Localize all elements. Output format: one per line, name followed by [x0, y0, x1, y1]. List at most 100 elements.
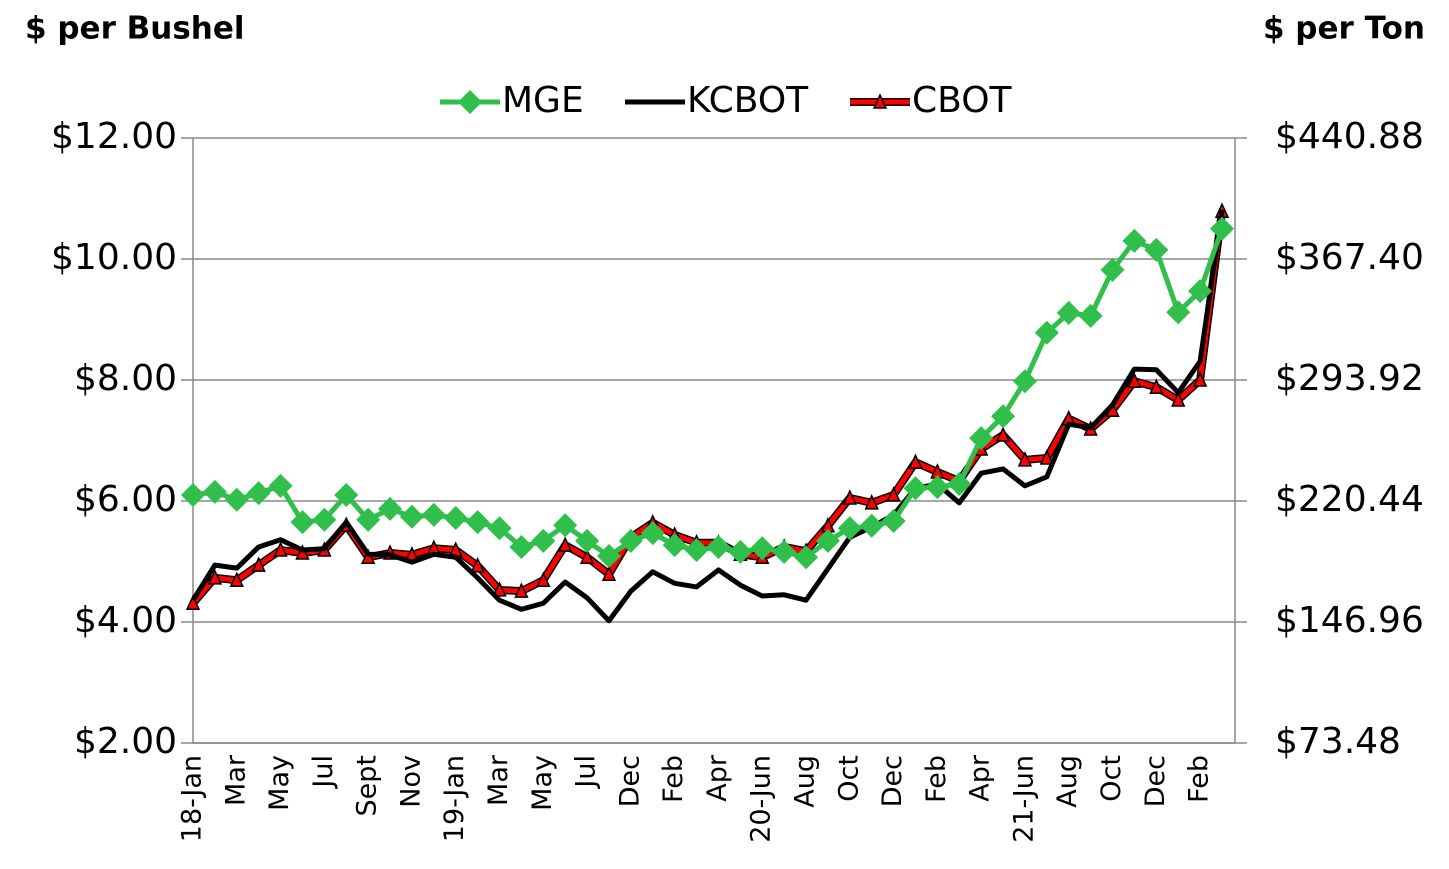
marker [470, 556, 485, 573]
marker [356, 507, 381, 532]
marker [312, 507, 337, 532]
marker [1144, 237, 1169, 262]
x-tick-label: 20-Jun [746, 755, 777, 843]
x-tick-label: Feb [1184, 755, 1215, 803]
y2-axis-title: $ per Ton [1263, 11, 1425, 47]
x-tick-label: Feb [658, 755, 689, 803]
x-tick-label: Oct [833, 755, 864, 802]
y2-tick-label: $293.92 [1275, 358, 1424, 399]
y2-tick-label: $220.44 [1275, 479, 1424, 520]
marker [536, 571, 551, 588]
marker [601, 565, 617, 581]
x-tick-label: Nov [395, 755, 426, 808]
marker [399, 504, 424, 529]
legend-marker [458, 90, 482, 114]
marker [185, 594, 201, 610]
x-tick-label: Mar [483, 754, 514, 806]
x-tick-label: 21-Jun [1008, 755, 1039, 843]
marker [246, 481, 271, 506]
y2-tick-label: $73.48 [1275, 721, 1401, 762]
marker [421, 502, 446, 527]
marker [837, 516, 862, 541]
marker [925, 475, 950, 500]
marker [509, 534, 534, 559]
marker [268, 473, 293, 498]
marker [1034, 320, 1059, 345]
y2-tick-label: $440.88 [1275, 116, 1424, 157]
marker [1192, 371, 1208, 387]
x-tick-label: Apr [965, 754, 996, 802]
marker [492, 581, 507, 597]
marker [1171, 391, 1186, 407]
marker [1127, 372, 1142, 388]
marker [596, 544, 621, 569]
marker [290, 510, 315, 535]
y-tick-label: $2.00 [74, 721, 177, 762]
marker [772, 539, 797, 564]
marker [1122, 228, 1147, 253]
marker [1166, 300, 1191, 325]
marker [378, 496, 403, 521]
marker [295, 544, 310, 560]
marker [575, 528, 600, 553]
marker [181, 482, 205, 507]
marker [815, 528, 840, 553]
x-tick-label: Dec [614, 755, 645, 807]
series-line [191, 210, 1225, 605]
marker [224, 487, 249, 512]
y-tick-label: $4.00 [74, 600, 177, 641]
marker [202, 479, 227, 504]
marker [1210, 216, 1234, 241]
x-tick-label: Apr [702, 754, 733, 802]
x-tick-label: Jul [308, 755, 339, 790]
marker [229, 571, 244, 588]
marker [334, 482, 359, 507]
marker [969, 426, 994, 451]
marker [640, 521, 665, 546]
marker [1056, 300, 1081, 325]
legend-marker [872, 93, 888, 109]
y2-tick-label: $146.96 [1275, 600, 1424, 641]
marker [1078, 303, 1103, 328]
x-tick-label: Jul [571, 755, 602, 790]
marker [750, 536, 775, 561]
y-tick-label: $12.00 [51, 116, 177, 157]
y-axis-title: $ per Bushel [25, 11, 245, 47]
marker [531, 528, 556, 553]
y-tick-label: $10.00 [51, 237, 177, 278]
y-tick-label: $8.00 [74, 358, 177, 399]
marker [465, 510, 490, 535]
x-tick-label: Aug [1052, 755, 1083, 808]
marker [859, 513, 884, 538]
marker [207, 569, 223, 585]
y-tick-label: $6.00 [74, 479, 177, 520]
marker [794, 545, 819, 570]
x-tick-label: Oct [1096, 755, 1127, 802]
marker [881, 508, 906, 533]
x-tick-label: Dec [877, 755, 908, 807]
marker [618, 528, 643, 553]
marker [903, 476, 928, 501]
marker [443, 505, 468, 530]
marker [908, 453, 923, 470]
marker [728, 539, 753, 564]
marker [1012, 369, 1037, 394]
marker [1188, 279, 1213, 304]
x-tick-label: 19-Jan [439, 755, 470, 842]
legend-label: KCBOT [687, 80, 809, 121]
marker [662, 533, 687, 558]
marker [579, 548, 595, 565]
legend-label: CBOT [912, 80, 1013, 121]
marker [995, 426, 1011, 442]
marker [558, 536, 573, 552]
legend-label: MGE [502, 80, 584, 121]
marker [487, 516, 512, 541]
series-line [192, 227, 1225, 560]
y2-tick-label: $367.40 [1275, 237, 1424, 278]
marker [684, 538, 709, 563]
marker [273, 541, 288, 557]
x-tick-label: 18-Jan [177, 755, 208, 842]
marker [514, 582, 529, 598]
x-tick-label: Sept [352, 755, 383, 816]
